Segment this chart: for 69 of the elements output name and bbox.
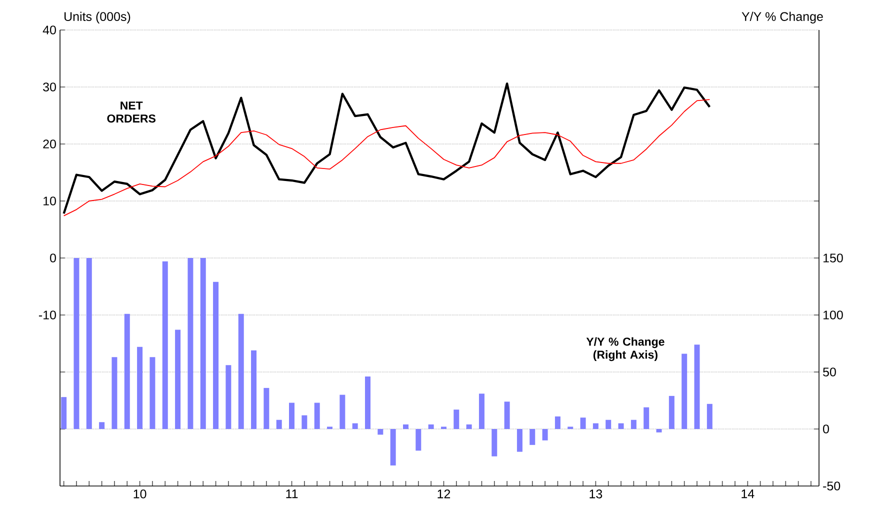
bar [200,258,206,429]
bar [213,282,219,429]
bar [188,258,194,429]
bar [264,388,270,429]
x-tick-label: 10 [134,490,146,498]
bar [466,424,472,429]
bar [416,428,422,451]
bar [706,404,712,429]
y2-tick-label: -50 [823,482,840,490]
bar [112,357,118,429]
bar [630,420,636,429]
bar [175,330,181,429]
bar [364,376,370,429]
y-tick-label: 40 [42,26,56,34]
y-tick-label: 0 [50,254,56,262]
x-tick-label: 13 [590,490,602,498]
bar [656,428,662,432]
bar [618,423,624,429]
bar [694,344,700,429]
bar [682,354,688,429]
x-tick-label: 14 [742,490,754,498]
x-tick-label: 12 [438,490,450,498]
bar [516,428,522,452]
bar [340,394,346,429]
y-tick-label: 10 [44,196,56,206]
y-tick-label: -10 [38,310,56,320]
bar [492,428,498,456]
bar [402,424,408,429]
bar [580,418,586,429]
bar [454,410,460,429]
bar [289,402,295,429]
bar [162,261,168,429]
bar [352,423,358,429]
bar [124,314,130,429]
bar [606,420,612,429]
bar [428,424,434,429]
bar [504,402,510,429]
bar [150,357,156,429]
bar [251,350,257,429]
y-tick-label: 30 [43,82,56,92]
y2-tick-label: 0 [823,424,829,434]
y2-tick-label: 100 [823,310,843,320]
y-tick-label: 20 [43,140,56,148]
y2-tick-label: 150 [823,254,843,262]
y2-axis-title: Y/Y % Change [742,12,823,24]
y2-tick-label: 50 [823,368,836,376]
bar [542,428,548,440]
bar [137,346,143,429]
bar [226,365,232,429]
bar [276,420,282,429]
bar [61,397,67,429]
bar [99,422,105,429]
x-tick-label: 11 [286,490,298,498]
bar [668,396,674,429]
bar [592,423,598,429]
bar [644,407,650,429]
y-axis-title: Units (000s) [64,12,130,24]
bar [238,314,244,429]
series-label: Y/Y % Change (Right Axis) [586,337,664,362]
bar [530,428,536,445]
text: NET ORDERS [107,102,156,123]
bar [86,258,92,429]
bar [390,428,396,466]
bar [302,415,308,429]
bar [554,416,560,429]
bar [74,258,80,429]
bar [314,402,320,429]
bar [478,394,484,429]
bar [378,428,384,435]
